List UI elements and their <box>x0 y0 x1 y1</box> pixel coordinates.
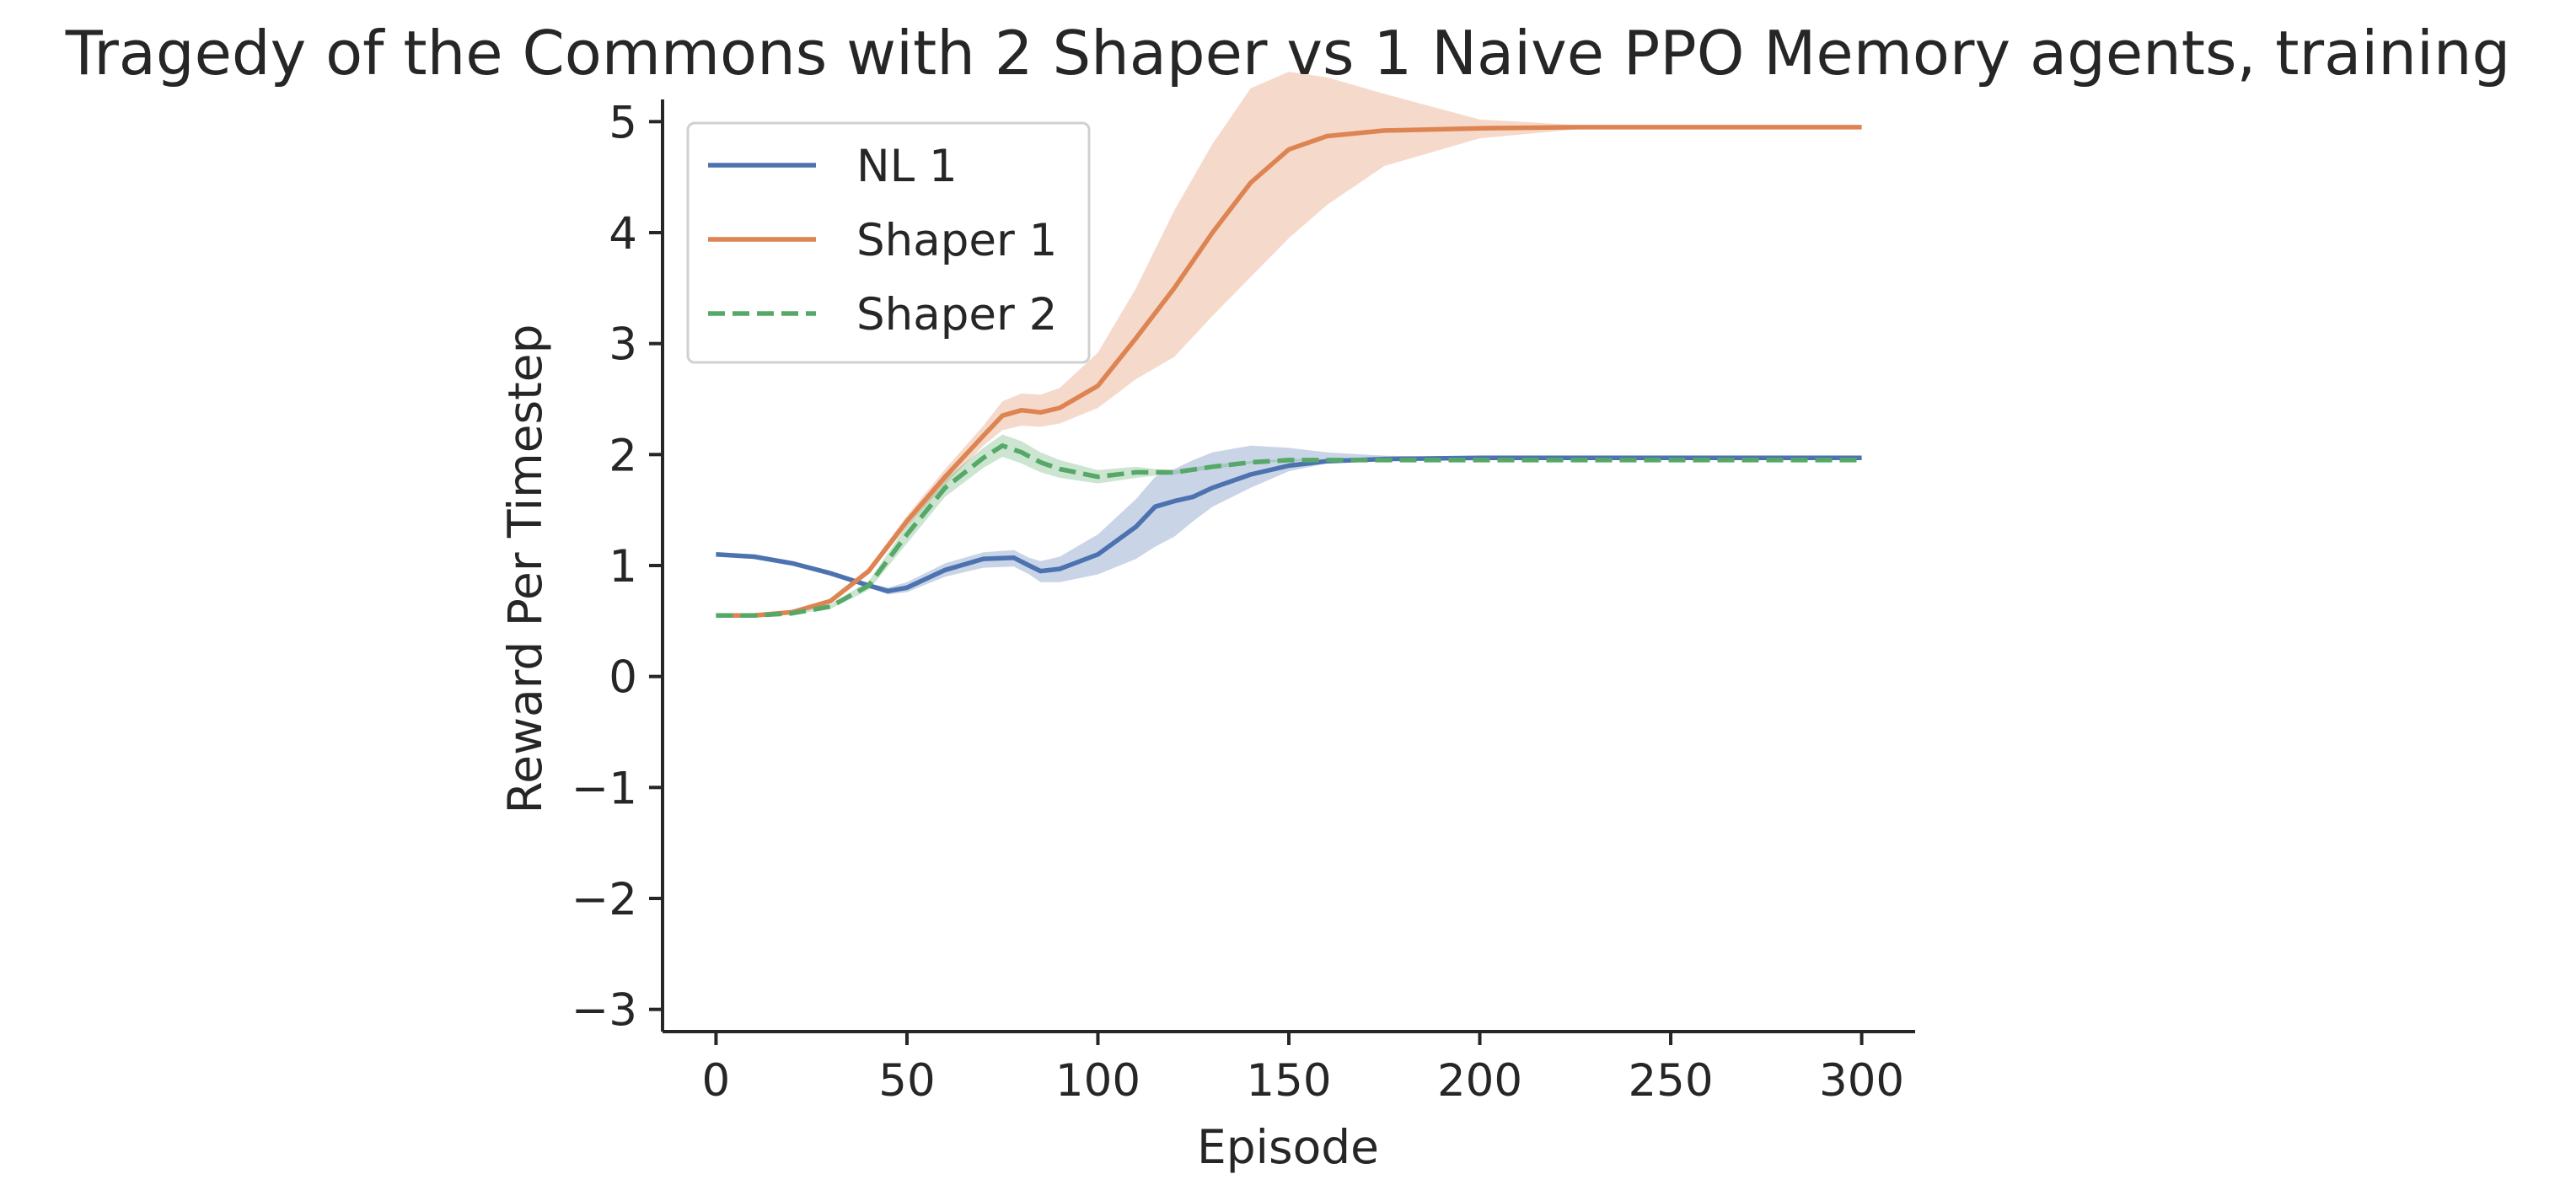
legend-entry-shaper-2: Shaper 2 <box>708 289 1057 340</box>
y-tick-label: −2 <box>572 874 637 925</box>
y-tick-label: 2 <box>609 430 637 481</box>
y-tick-label: 0 <box>609 652 637 704</box>
y-tick-label: 1 <box>609 541 637 592</box>
y-axis-label: Reward Per Timestep <box>498 324 552 813</box>
x-axis-ticks: 0 50 100 150 200 250 300 <box>702 1032 1904 1107</box>
line-shaper-2 <box>716 443 1862 619</box>
legend-entry-shaper-1: Shaper 1 <box>708 215 1057 266</box>
legend-label: Shaper 1 <box>856 215 1057 266</box>
y-axis-ticks: −3 −2 −1 0 1 2 3 4 5 <box>572 97 663 1037</box>
x-axis-label: Episode <box>1197 1120 1379 1174</box>
line-nl-1 <box>716 455 1862 594</box>
y-tick-label: 5 <box>609 97 637 148</box>
x-tick-label: 0 <box>702 1055 731 1107</box>
series-lines <box>716 125 1862 619</box>
legend-label: Shaper 2 <box>856 289 1057 340</box>
x-tick-label: 300 <box>1819 1055 1904 1107</box>
chart-title: Tragedy of the Commons with 2 Shaper vs … <box>65 18 2510 88</box>
x-tick-label: 200 <box>1437 1055 1522 1107</box>
axes: −3 −2 −1 0 1 2 3 4 5 0 50 100 150 200 250 300 <box>572 97 1915 1107</box>
band-shaper-1 <box>716 72 1862 616</box>
x-tick-label: 50 <box>878 1055 935 1107</box>
y-tick-label: −1 <box>572 763 637 814</box>
x-tick-label: 250 <box>1628 1055 1713 1107</box>
legend-label: NL 1 <box>856 141 958 192</box>
x-tick-label: 100 <box>1055 1055 1140 1107</box>
y-tick-label: −3 <box>572 985 637 1037</box>
y-tick-label: 3 <box>609 319 637 371</box>
y-tick-label: 4 <box>609 208 637 260</box>
legend-frame <box>686 121 1091 364</box>
line-shaper-1 <box>716 125 1862 619</box>
x-tick-label: 150 <box>1246 1055 1331 1107</box>
legend: NL 1 Shaper 1 Shaper 2 <box>686 121 1091 364</box>
legend-entry-nl-1: NL 1 <box>708 141 958 192</box>
